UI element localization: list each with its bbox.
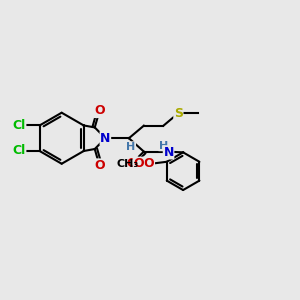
Text: O: O — [127, 157, 137, 170]
Text: N: N — [100, 132, 110, 145]
Text: O: O — [94, 159, 105, 172]
Text: Cl: Cl — [13, 145, 26, 158]
Text: O: O — [133, 157, 144, 170]
Text: S: S — [174, 106, 183, 120]
Text: Cl: Cl — [13, 119, 26, 132]
Text: N: N — [164, 146, 174, 159]
Text: H: H — [159, 141, 168, 151]
Text: H: H — [126, 142, 136, 152]
Text: O: O — [94, 104, 105, 117]
Text: CH₃: CH₃ — [116, 159, 139, 169]
Text: O: O — [144, 157, 154, 170]
